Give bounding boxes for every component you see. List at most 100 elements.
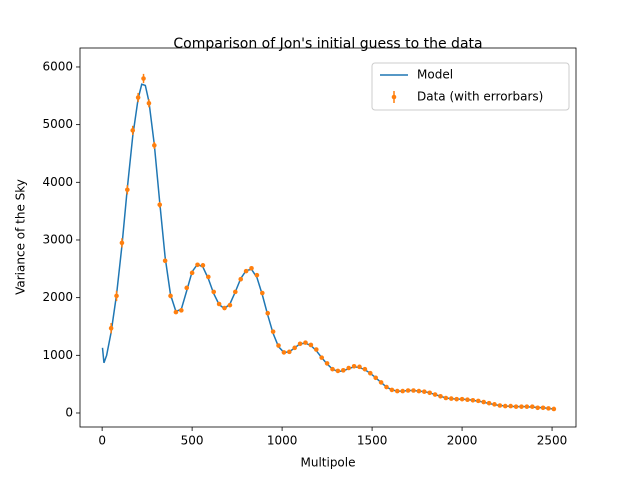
data-point bbox=[324, 361, 330, 366]
data-point bbox=[162, 258, 168, 264]
data-point bbox=[551, 406, 557, 412]
data-point bbox=[475, 398, 481, 404]
data-point bbox=[335, 368, 341, 374]
plot-frame bbox=[79, 47, 577, 428]
data-point bbox=[227, 302, 233, 308]
data-point bbox=[519, 404, 524, 409]
data-point bbox=[470, 397, 476, 403]
data-point bbox=[529, 404, 535, 409]
data-point bbox=[405, 388, 411, 393]
data-point bbox=[330, 366, 335, 372]
legend-label: Data (with errorbars) bbox=[417, 90, 543, 104]
data-point bbox=[297, 341, 303, 347]
data-point bbox=[249, 265, 254, 271]
data-point bbox=[152, 143, 157, 148]
data-point bbox=[524, 404, 530, 409]
data-point bbox=[125, 187, 130, 193]
data-point bbox=[222, 305, 227, 311]
legend-label: Model bbox=[417, 68, 453, 82]
y-tick-label: 2000 bbox=[42, 290, 73, 304]
data-point bbox=[378, 380, 384, 385]
data-point bbox=[270, 329, 276, 334]
data-point bbox=[400, 388, 405, 394]
y-tick-label: 1000 bbox=[42, 348, 73, 362]
data-point bbox=[373, 375, 378, 381]
data-point bbox=[362, 366, 368, 372]
data-point bbox=[114, 293, 119, 299]
data-point bbox=[421, 389, 427, 394]
data-point bbox=[287, 349, 292, 355]
data-point bbox=[465, 397, 470, 403]
x-tick-label: 0 bbox=[98, 434, 106, 448]
data-point bbox=[281, 350, 287, 355]
x-tick-label: 1500 bbox=[357, 434, 388, 448]
data-point bbox=[189, 270, 195, 276]
x-tick-label: 500 bbox=[181, 434, 204, 448]
data-point bbox=[513, 404, 519, 409]
data-point bbox=[195, 262, 200, 268]
data-point bbox=[260, 290, 265, 296]
x-tick-label: 2500 bbox=[537, 434, 568, 448]
data-point bbox=[233, 289, 238, 295]
legend-swatch bbox=[391, 94, 397, 100]
data-point bbox=[119, 240, 125, 246]
data-point bbox=[546, 406, 551, 411]
data-point bbox=[200, 263, 206, 268]
data-point bbox=[319, 355, 325, 360]
data-point bbox=[108, 325, 114, 331]
data-point bbox=[238, 276, 244, 282]
data-point bbox=[184, 285, 190, 291]
legend-box bbox=[371, 62, 570, 111]
data-point bbox=[459, 396, 465, 402]
data-point bbox=[346, 365, 351, 371]
data-point bbox=[416, 388, 422, 394]
data-point bbox=[135, 95, 141, 100]
y-tick-label: 0 bbox=[65, 405, 73, 419]
data-point bbox=[448, 396, 454, 401]
data-point bbox=[146, 101, 152, 106]
y-tick-label: 6000 bbox=[42, 59, 73, 73]
data-point bbox=[502, 403, 508, 409]
x-tick-label: 1000 bbox=[267, 434, 298, 448]
data-point bbox=[173, 309, 179, 315]
data-point bbox=[340, 368, 346, 373]
data-point bbox=[535, 405, 540, 411]
data-point bbox=[438, 393, 443, 399]
data-point bbox=[432, 392, 438, 397]
data-point bbox=[508, 403, 513, 409]
data-point bbox=[351, 363, 357, 369]
data-point bbox=[540, 405, 546, 411]
data-point bbox=[130, 128, 136, 133]
data-point bbox=[179, 308, 184, 313]
data-point bbox=[141, 76, 146, 81]
data-point bbox=[303, 340, 308, 345]
data-point bbox=[367, 370, 373, 376]
data-point bbox=[265, 310, 271, 316]
data-point bbox=[206, 274, 211, 280]
data-point bbox=[389, 387, 395, 393]
data-point bbox=[357, 364, 362, 370]
data-point bbox=[211, 289, 217, 295]
x-tick-label: 2000 bbox=[447, 434, 478, 448]
y-tick-label: 3000 bbox=[42, 232, 73, 246]
y-tick-label: 4000 bbox=[42, 175, 73, 189]
data-point bbox=[394, 388, 400, 394]
data-point bbox=[481, 399, 486, 405]
y-axis-label: Variance of the Sky bbox=[14, 179, 28, 295]
data-point bbox=[454, 396, 459, 402]
data-point bbox=[243, 268, 249, 274]
data-point bbox=[314, 347, 319, 352]
data-point bbox=[497, 403, 503, 408]
x-axis-label: Multipole bbox=[300, 456, 355, 470]
chart-title: Comparison of Jon's initial guess to the… bbox=[173, 36, 482, 52]
y-tick-label: 5000 bbox=[42, 117, 73, 131]
data-point bbox=[443, 395, 449, 401]
data-point bbox=[486, 400, 492, 406]
data-point bbox=[254, 272, 260, 278]
data-point bbox=[157, 202, 163, 208]
data-point bbox=[384, 384, 389, 390]
data-point bbox=[216, 301, 222, 307]
data-point bbox=[411, 388, 416, 393]
